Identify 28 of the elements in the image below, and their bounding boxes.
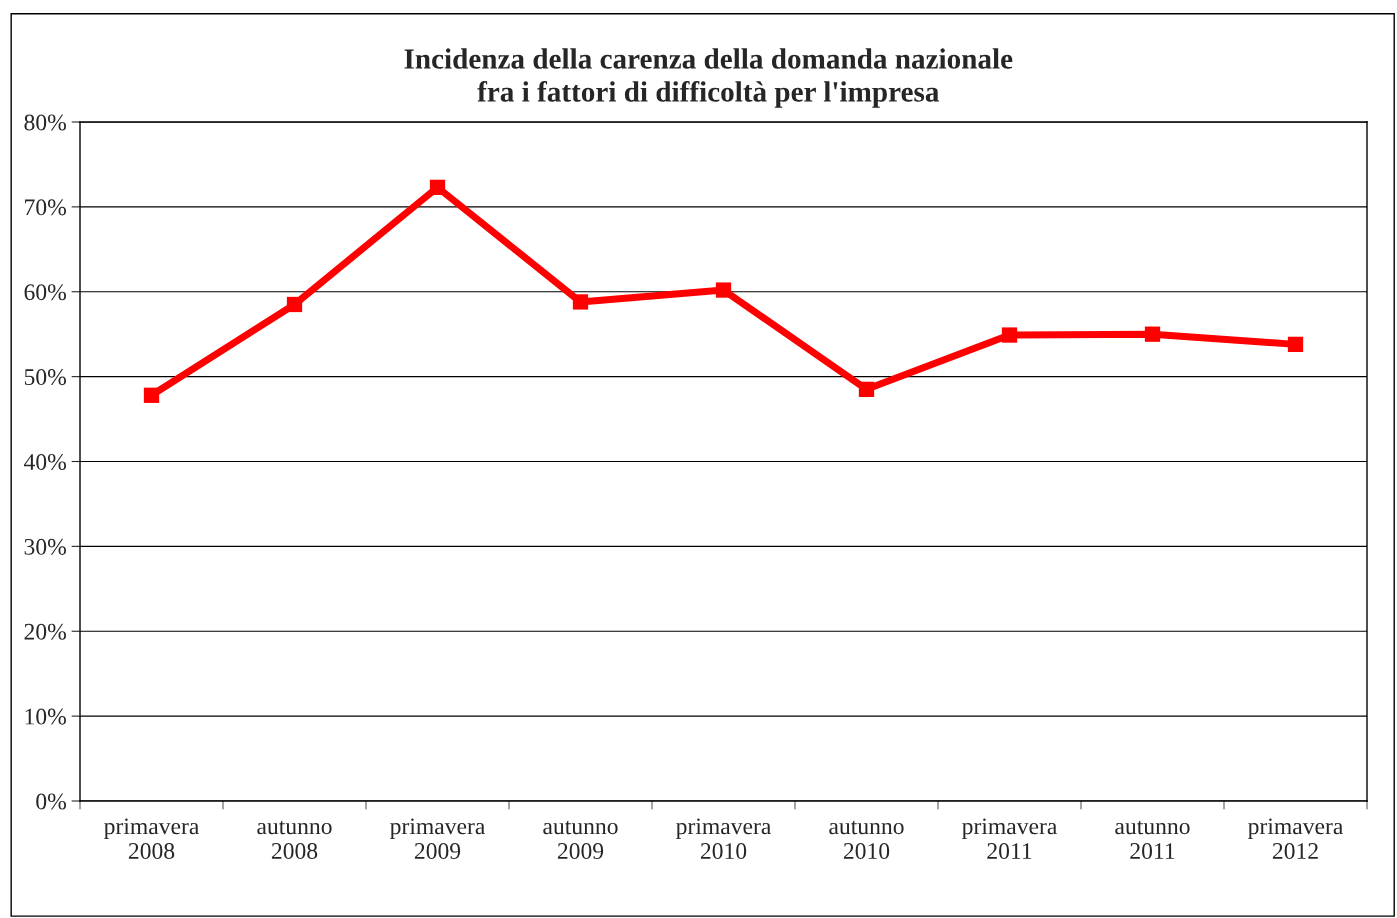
y-tick-label: 10% (25, 708, 66, 725)
x-tick-label: autunno 2008 (257, 820, 332, 859)
y-tick-label: 0% (36, 793, 66, 810)
x-tick-label: primavera 2011 (962, 818, 1058, 859)
chart-title: Incidenza della carenza della domanda nazionale fra i fattori di difficoltà per l'impresa (404, 48, 1013, 108)
point (1144, 326, 1161, 342)
point (858, 381, 875, 397)
x-tick-label: primavera 2012 (1248, 818, 1344, 859)
x-tick-label: autunno 2010 (829, 820, 904, 859)
y-tick-label: 70% (25, 199, 66, 216)
y-tick-label: 20% (24, 623, 66, 640)
y-tick-label: 40% (23, 453, 66, 470)
x-tick-label: primavera 2008 (104, 818, 200, 859)
x-tick-label: autunno 2011 (1115, 820, 1190, 859)
y-tick-label: 30% (24, 538, 66, 555)
point (1001, 327, 1018, 343)
point (429, 179, 446, 195)
x-tick-label: primavera 2010 (676, 818, 772, 859)
point (143, 387, 160, 403)
point (572, 294, 589, 310)
point (1287, 336, 1304, 353)
x-tick-label: primavera 2009 (390, 818, 486, 859)
y-tick-label: 60% (24, 284, 66, 301)
point (715, 282, 732, 298)
y-tick-label: 80% (24, 114, 66, 131)
y-tick-label: 50% (24, 369, 66, 386)
point (286, 296, 303, 313)
x-tick-label: autunno 2009 (543, 820, 618, 859)
